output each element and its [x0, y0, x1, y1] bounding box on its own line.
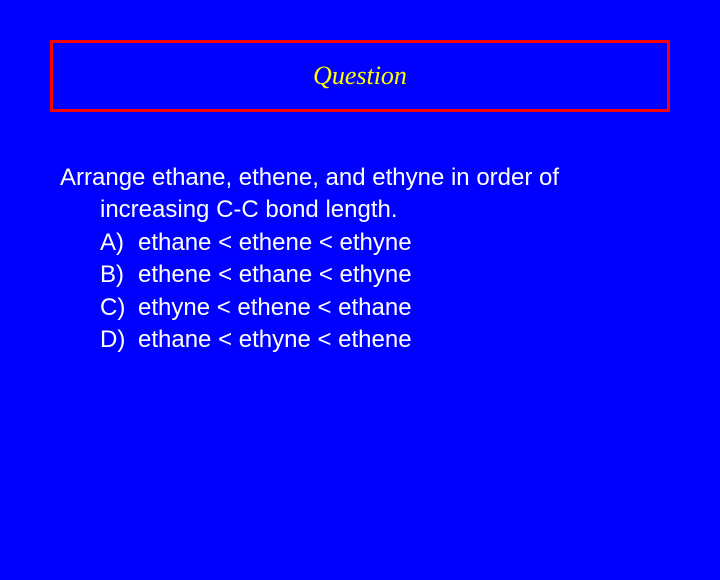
- option-text: ethane < ethene < ethyne: [138, 229, 412, 256]
- option-letter: A): [100, 227, 138, 259]
- question-title: Question: [313, 61, 407, 90]
- answer-options: A)ethane < ethene < ethyne B)ethene < et…: [60, 227, 660, 357]
- question-content: Arrange ethane, ethene, and ethyne in or…: [60, 162, 660, 356]
- question-stem-line2: increasing C-C bond length.: [60, 194, 660, 226]
- option-a: A)ethane < ethene < ethyne: [100, 227, 660, 259]
- option-letter: B): [100, 259, 138, 291]
- option-letter: D): [100, 324, 138, 356]
- option-d: D)ethane < ethyne < ethene: [100, 324, 660, 356]
- question-title-box: Question: [50, 40, 670, 112]
- question-stem-line1: Arrange ethane, ethene, and ethyne in or…: [60, 162, 660, 194]
- option-text: ethene < ethane < ethyne: [138, 261, 412, 288]
- option-b: B)ethene < ethane < ethyne: [100, 259, 660, 291]
- option-text: ethyne < ethene < ethane: [138, 294, 412, 321]
- option-letter: C): [100, 292, 138, 324]
- option-text: ethane < ethyne < ethene: [138, 326, 412, 353]
- option-c: C)ethyne < ethene < ethane: [100, 292, 660, 324]
